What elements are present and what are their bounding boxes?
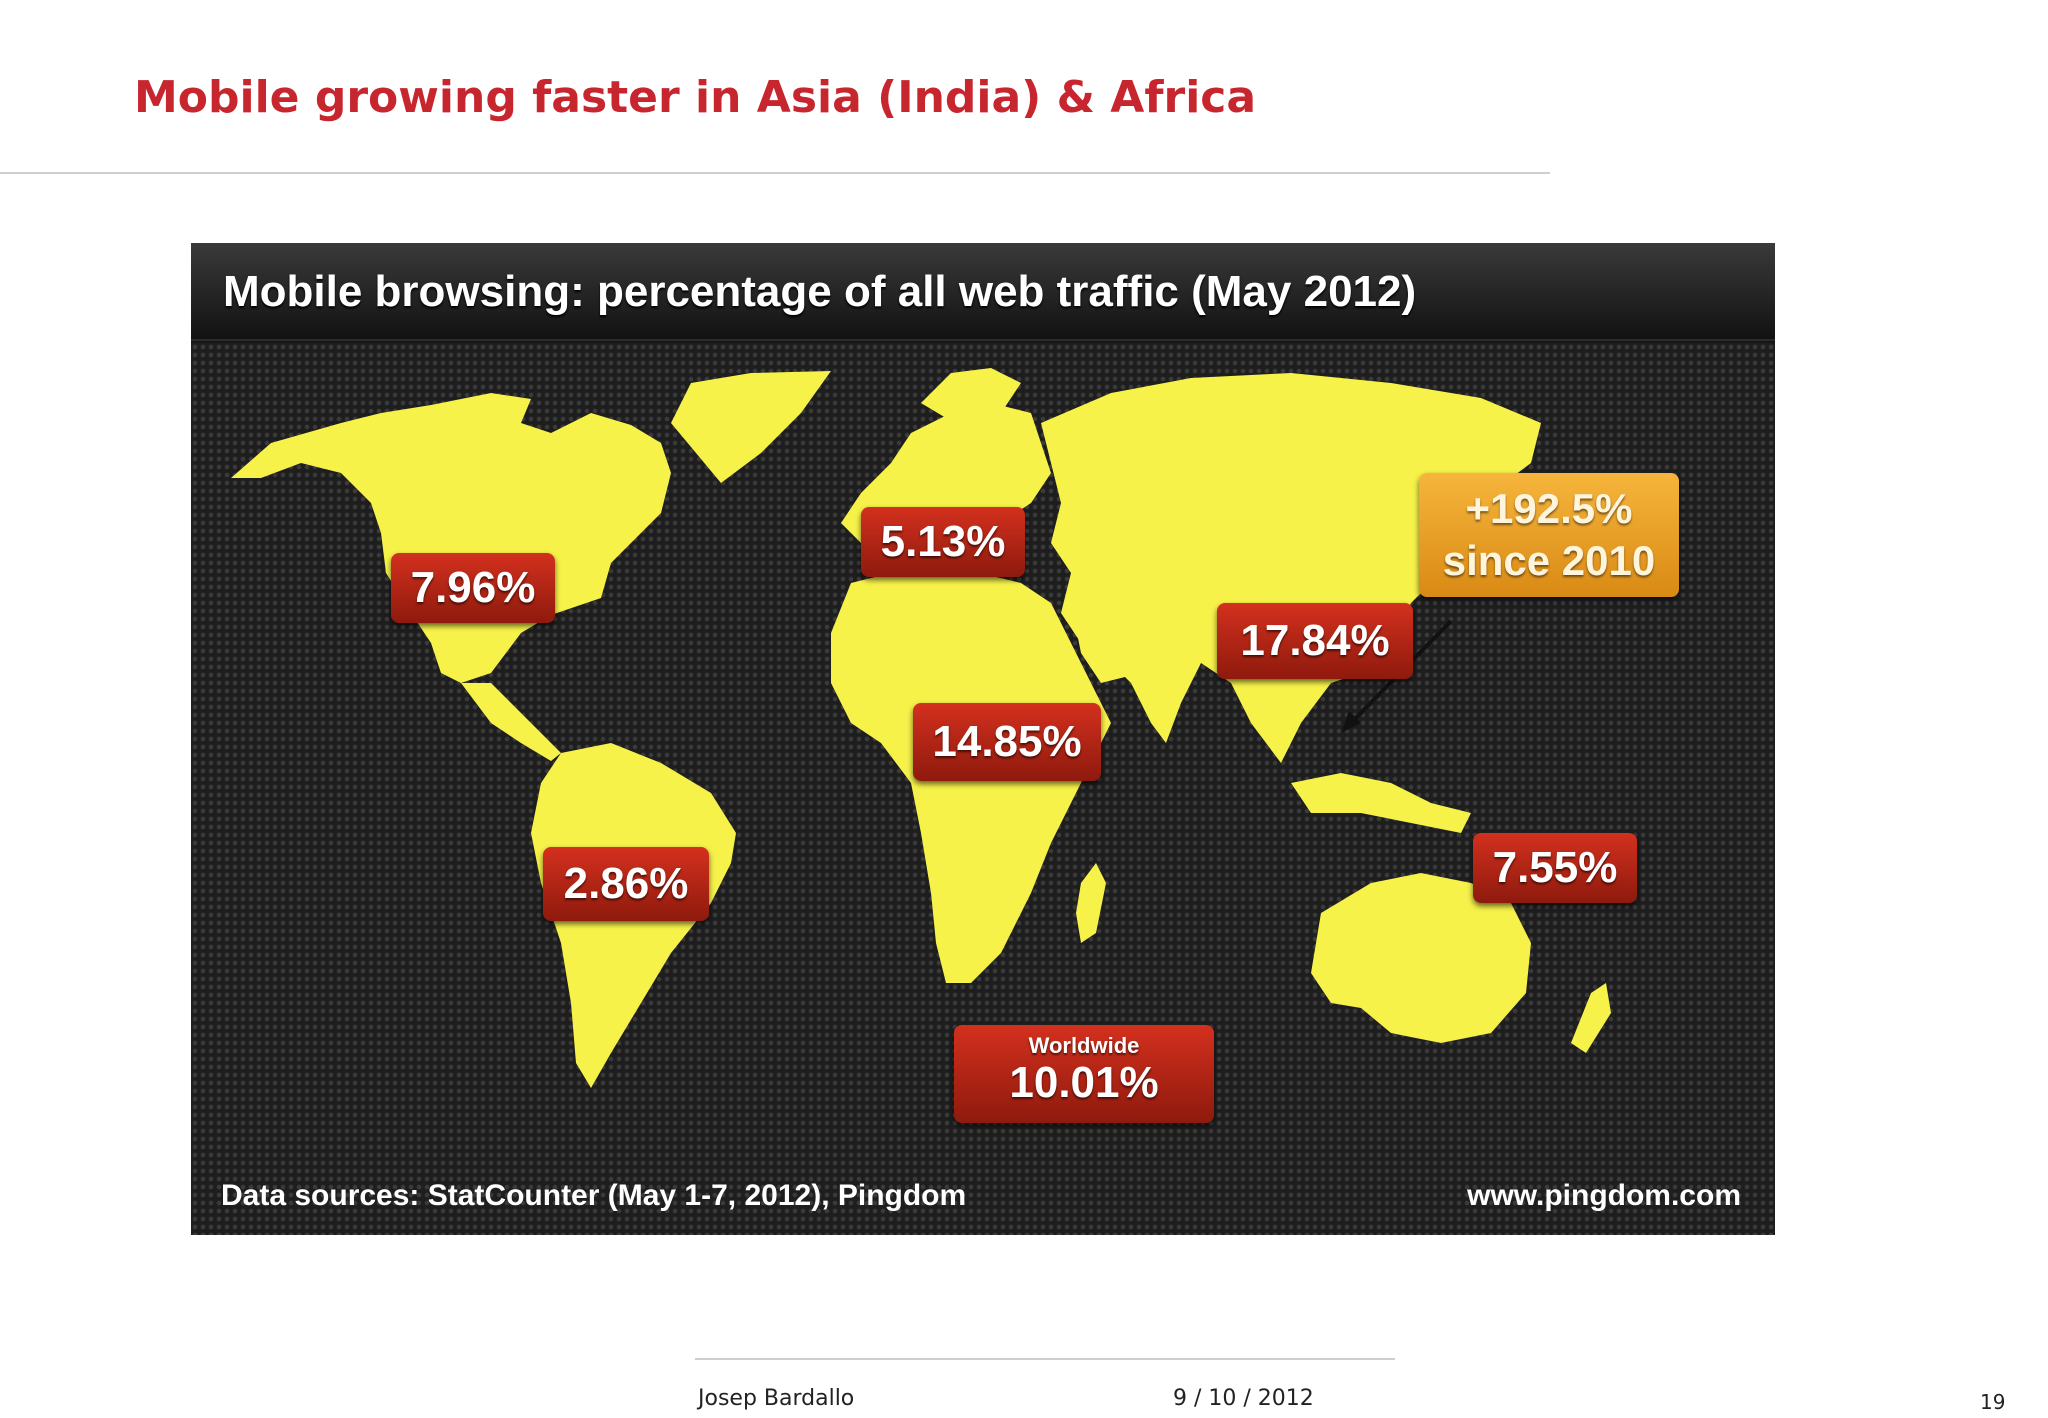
label-europe: 5.13% (861, 507, 1025, 577)
growth-arrowhead (1341, 711, 1361, 733)
worldwide-value: 10.01% (1009, 1058, 1159, 1107)
slide-title: Mobile growing faster in Asia (India) & … (134, 72, 1257, 123)
oceania-value: 7.55% (1492, 843, 1618, 892)
growth-callout: +192.5% since 2010 (1419, 473, 1679, 597)
landmasses (231, 368, 1611, 1088)
label-north-america: 7.96% (391, 553, 555, 623)
growth-since: since 2010 (1442, 537, 1656, 584)
label-south-america: 2.86% (543, 847, 709, 921)
footer-date: 9 / 10 / 2012 (1173, 1386, 1314, 1411)
label-africa: 14.85% (913, 703, 1101, 781)
asia-landmass (1041, 373, 1541, 763)
data-sources: Data sources: StatCounter (May 1-7, 2012… (221, 1179, 967, 1212)
madagascar-landmass (1076, 863, 1106, 943)
worldwide-caption: Worldwide (1028, 1033, 1140, 1058)
footer-divider (695, 1358, 1395, 1360)
pingdom-website: www.pingdom.com (1467, 1179, 1741, 1212)
title-divider (0, 172, 1550, 174)
label-asia: 17.84% (1217, 603, 1413, 679)
southeast-asia-islands (1291, 773, 1471, 833)
growth-percentage: +192.5% (1465, 485, 1633, 532)
label-oceania: 7.55% (1473, 833, 1637, 903)
central-america-landmass (461, 683, 561, 761)
world-map-area: 7.96% 5.13% 14.85% 17.84% 2.86% 7.55% +1… (191, 343, 1775, 1235)
infographic-header: Mobile browsing: percentage of all web t… (191, 243, 1775, 341)
footer-author: Josep Bardallo (698, 1386, 855, 1411)
world-map (231, 368, 1611, 1088)
page-number: 19 (1980, 1390, 2006, 1414)
north-america-landmass (231, 393, 671, 683)
south-america-value: 2.86% (563, 859, 689, 908)
worldwide-callout: Worldwide 10.01% (954, 1025, 1214, 1123)
mobile-browsing-infographic: Mobile browsing: percentage of all web t… (191, 243, 1775, 1235)
new-zealand-landmass (1571, 983, 1611, 1053)
asia-value: 17.84% (1240, 616, 1390, 665)
europe-value: 5.13% (880, 517, 1006, 566)
arabia-landmass (1071, 593, 1151, 683)
greenland-landmass (671, 371, 831, 483)
africa-value: 14.85% (932, 717, 1082, 766)
australia-landmass (1311, 873, 1531, 1043)
infographic-title: Mobile browsing: percentage of all web t… (223, 267, 1417, 316)
scandinavia-landmass (921, 368, 1021, 433)
north-america-value: 7.96% (410, 563, 536, 612)
